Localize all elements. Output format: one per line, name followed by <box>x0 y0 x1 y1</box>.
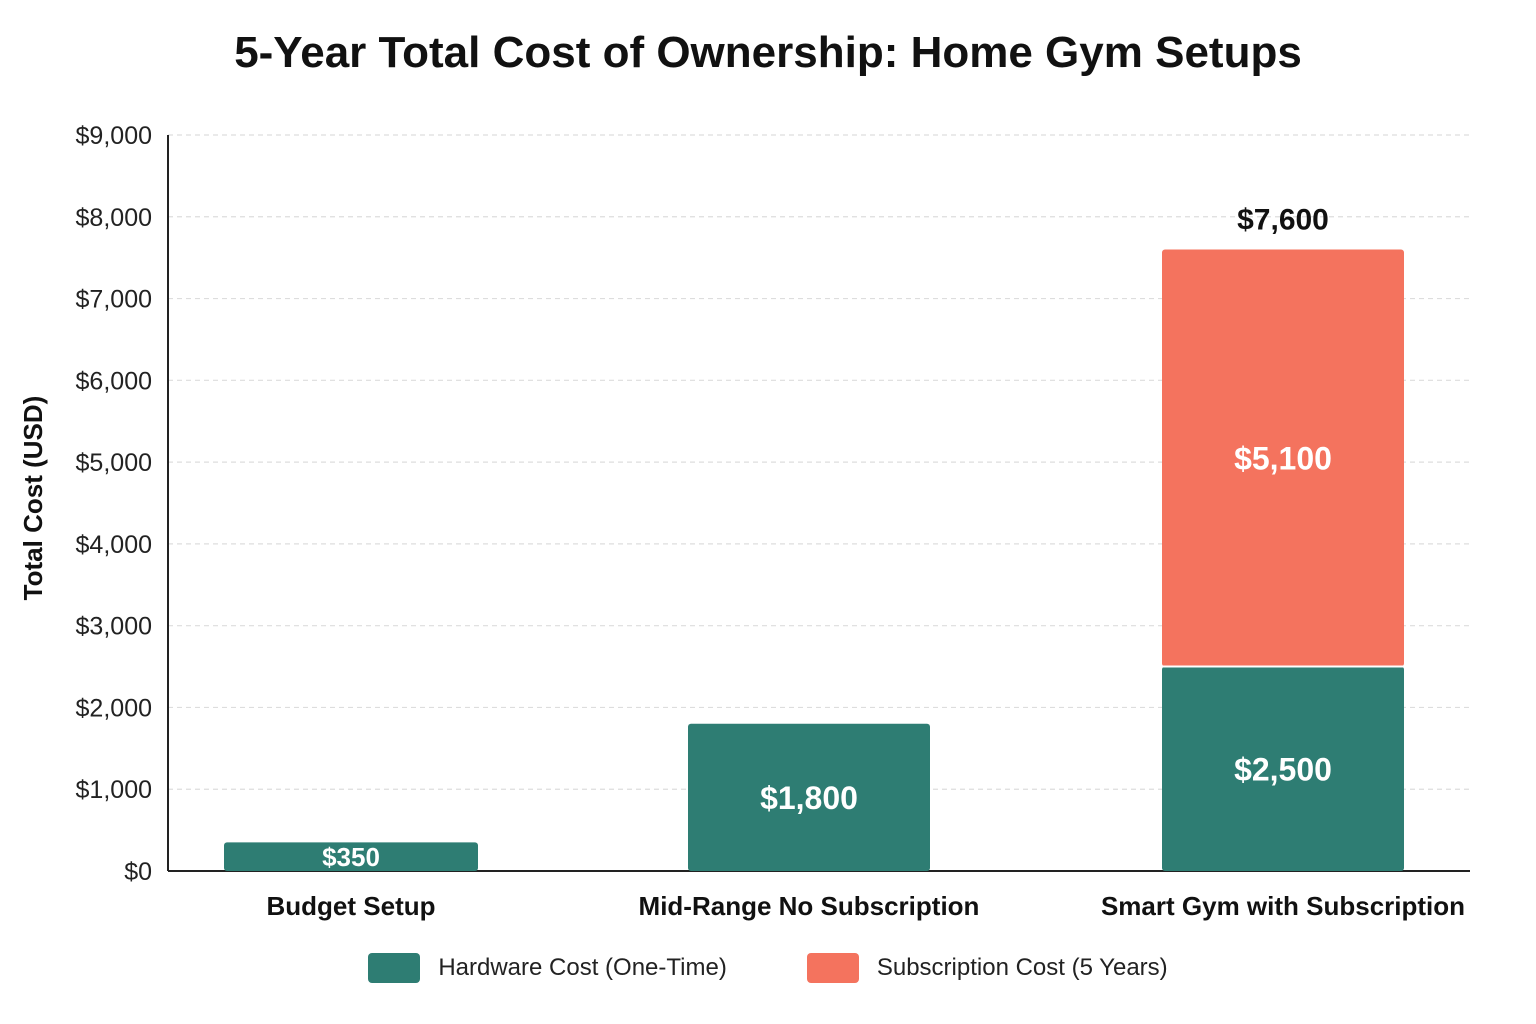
axes: $0 $1,000 $2,000 $3,000 $4,000 $5,000 $6,000 $7… <box>76 122 1470 921</box>
chart-title: 5-Year Total Cost of Ownership: Home Gym… <box>234 28 1302 77</box>
bar-segment <box>1162 249 1404 667</box>
legend-label-hardware: Hardware Cost (One-Time) <box>438 954 727 981</box>
x-tick-label: Mid-Range No Subscription <box>639 891 980 921</box>
legend-swatch-hardware <box>368 953 421 983</box>
legend-item-subscription: Subscription Cost (5 Years) <box>806 953 1168 983</box>
y-tick-label: $0 <box>124 858 152 886</box>
bar-segment <box>1162 666 1404 871</box>
y-tick-label: $3,000 <box>76 613 152 641</box>
bar-segment <box>688 723 930 871</box>
y-tick-label: $9,000 <box>76 122 152 150</box>
bar-value-label: $5,100 <box>1234 441 1332 477</box>
data-labels: $350 $1,800 $2,500 $5,100 $7,600 <box>322 203 1332 872</box>
y-tick-label: $2,000 <box>76 694 152 722</box>
y-tick-label: $5,000 <box>76 449 152 477</box>
bar-total-label: $7,600 <box>1237 203 1329 236</box>
y-tick-label: $7,000 <box>76 286 152 314</box>
legend-swatch-subscription <box>806 953 859 983</box>
bar-value-label: $1,800 <box>760 780 858 816</box>
x-tick-label: Smart Gym with Subscription <box>1101 891 1465 921</box>
bars <box>224 249 1404 871</box>
legend: Hardware Cost (One-Time) Subscription Co… <box>0 953 1536 983</box>
legend-item-hardware: Hardware Cost (One-Time) <box>368 953 727 983</box>
y-axis-label: Total Cost (USD) <box>18 396 48 601</box>
y-tick-label: $6,000 <box>76 367 152 395</box>
x-tick-label: Budget Setup <box>267 891 436 921</box>
y-tick-label: $1,000 <box>76 776 152 804</box>
y-tick-label: $4,000 <box>76 531 152 559</box>
legend-label-subscription: Subscription Cost (5 Years) <box>876 954 1168 981</box>
bar-segment <box>224 842 478 871</box>
y-tick-label: $8,000 <box>76 204 152 232</box>
bar-value-label: $2,500 <box>1234 751 1332 787</box>
bar-value-label: $350 <box>322 842 380 872</box>
